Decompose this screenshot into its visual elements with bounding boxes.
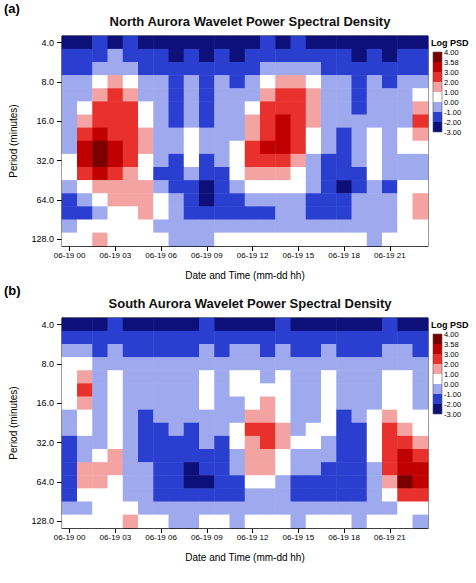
svg-text:06-19 12: 06-19 12 [237, 533, 269, 542]
svg-text:North Aurora Wavelet Power Spe: North Aurora Wavelet Power Spectral Dens… [110, 14, 392, 29]
svg-text:32.0: 32.0 [36, 156, 54, 166]
svg-text:4.0: 4.0 [41, 320, 54, 330]
svg-text:0.00: 0.00 [444, 380, 459, 389]
svg-text:06-19 03: 06-19 03 [100, 251, 132, 260]
svg-text:8.0: 8.0 [41, 77, 54, 87]
svg-text:-1.00: -1.00 [444, 390, 461, 399]
svg-text:06-19 15: 06-19 15 [283, 251, 315, 260]
svg-text:06-19 15: 06-19 15 [283, 533, 315, 542]
svg-text:128.0: 128.0 [31, 234, 54, 244]
svg-text:64.0: 64.0 [36, 195, 54, 205]
svg-text:1.00: 1.00 [444, 88, 459, 97]
svg-text:16.0: 16.0 [36, 116, 54, 126]
svg-text:128.0: 128.0 [31, 516, 54, 526]
svg-text:32.0: 32.0 [36, 438, 54, 448]
svg-text:Date and Time (mm-dd hh): Date and Time (mm-dd hh) [185, 552, 305, 563]
svg-text:3.00: 3.00 [444, 68, 459, 77]
svg-text:3.00: 3.00 [444, 350, 459, 359]
svg-text:3.58: 3.58 [444, 58, 459, 67]
svg-text:2.00: 2.00 [444, 78, 459, 87]
svg-text:4.00: 4.00 [444, 330, 459, 339]
svg-text:1.00: 1.00 [444, 370, 459, 379]
svg-text:Period (minutes): Period (minutes) [8, 104, 19, 177]
svg-text:06-19 00: 06-19 00 [54, 533, 86, 542]
svg-text:Log PSD: Log PSD [431, 320, 469, 330]
svg-text:8.0: 8.0 [41, 359, 54, 369]
svg-text:06-19 09: 06-19 09 [191, 251, 223, 260]
svg-text:06-19 18: 06-19 18 [328, 533, 360, 542]
svg-text:06-19 18: 06-19 18 [328, 251, 360, 260]
svg-text:06-19 21: 06-19 21 [374, 533, 406, 542]
svg-text:64.0: 64.0 [36, 477, 54, 487]
svg-text:Date and Time (mm-dd hh): Date and Time (mm-dd hh) [185, 270, 305, 281]
svg-text:06-19 06: 06-19 06 [145, 533, 177, 542]
svg-text:South Aurora Wavelet Power Spe: South Aurora Wavelet Power Spectral Dens… [109, 296, 393, 311]
svg-text:Log PSD: Log PSD [431, 38, 469, 48]
svg-text:4.00: 4.00 [444, 48, 459, 57]
svg-text:-2.00: -2.00 [444, 118, 461, 127]
svg-text:06-19 12: 06-19 12 [237, 251, 269, 260]
svg-text:-2.00: -2.00 [444, 400, 461, 409]
svg-text:06-19 09: 06-19 09 [191, 533, 223, 542]
svg-text:2.00: 2.00 [444, 360, 459, 369]
svg-text:(a): (a) [4, 1, 20, 16]
svg-text:06-19 06: 06-19 06 [145, 251, 177, 260]
svg-text:Period (minutes): Period (minutes) [8, 386, 19, 459]
svg-text:06-19 00: 06-19 00 [54, 251, 86, 260]
svg-text:-1.00: -1.00 [444, 108, 461, 117]
svg-text:(b): (b) [4, 283, 21, 298]
svg-text:0.00: 0.00 [444, 98, 459, 107]
svg-text:3.58: 3.58 [444, 340, 459, 349]
svg-text:4.0: 4.0 [41, 38, 54, 48]
svg-text:-3.00: -3.00 [444, 128, 461, 137]
svg-text:-3.00: -3.00 [444, 410, 461, 419]
svg-text:06-19 21: 06-19 21 [374, 251, 406, 260]
svg-text:16.0: 16.0 [36, 398, 54, 408]
svg-text:06-19 03: 06-19 03 [100, 533, 132, 542]
